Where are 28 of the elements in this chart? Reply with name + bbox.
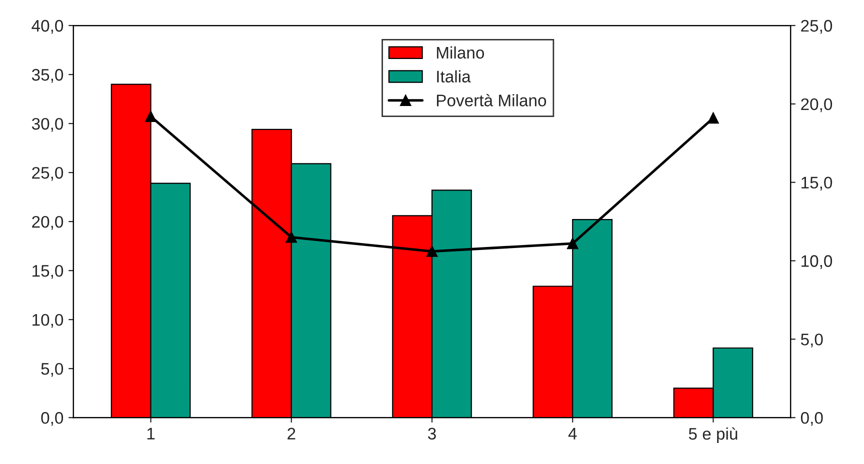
y-tick-label: 15,0 [32,264,64,279]
legend-label: Povertà Milano [436,94,546,106]
y-tick-label: 10,0 [32,314,64,328]
y2-tick-label: 20,0 [801,98,832,112]
legend-label: Italia [437,70,471,83]
y-tick-label: 30,0 [32,118,64,132]
y2-tick-label: 15,0 [802,176,832,191]
y2-tick-label: 0,0 [800,412,823,426]
x-tick-label: 1 [147,428,155,440]
point [426,246,438,257]
y-tick-label: 40,0 [32,20,64,34]
point [286,232,297,243]
y2-tick-label: 10,0 [802,255,832,269]
point [145,110,156,122]
x-tick-label: 2 [288,428,296,440]
y-tick-label: 0,0 [41,412,64,426]
legend-label: Milano [436,46,484,59]
point [567,238,578,250]
y2-tick-label: 5,0 [800,334,823,348]
y-tick-label: 20,0 [32,216,64,230]
x-tick-label: 4 [568,428,577,440]
y2-tick-label: 25,0 [801,20,832,34]
y-tick-label: 5,0 [41,362,64,377]
y-tick-label: 25,0 [32,166,64,181]
y-tick-label: 35,0 [32,68,64,83]
x-tick-label: 5 e più [688,427,738,444]
point [708,112,719,124]
x-tick-label: 3 [428,428,436,440]
